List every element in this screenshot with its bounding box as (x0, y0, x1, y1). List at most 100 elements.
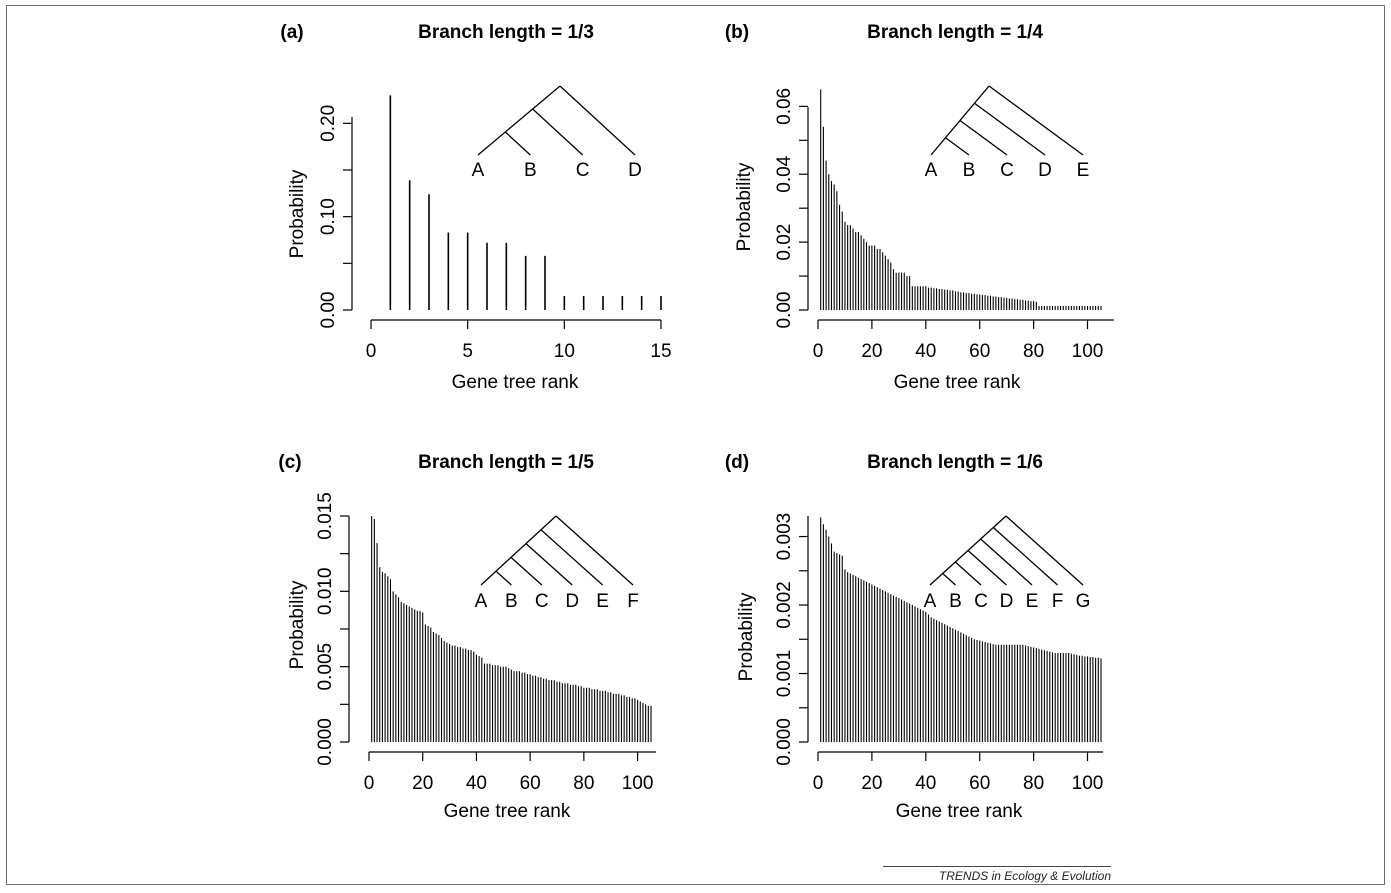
x-axis-label: Gene tree rank (896, 801, 1023, 822)
y-tick-label: 0.10 (318, 198, 339, 235)
tree-branch (980, 538, 1033, 586)
chart-title: Branch length = 1/3 (418, 22, 594, 43)
footer-rule (883, 866, 1111, 867)
taxon-label: B (524, 160, 537, 181)
tree-branch (510, 556, 543, 586)
chart-panel-c: (c) Branch length = 1/5 0 20 40 60 80 100 Gene t… (278, 452, 656, 822)
x-tick-label: 20 (412, 773, 433, 794)
taxon-label: A (472, 160, 485, 181)
x-tick-label: 40 (466, 773, 487, 794)
tree-branch (992, 527, 1058, 586)
taxon-label: F (1052, 591, 1064, 612)
chart-panel-d: (d) Branch length = 1/6 0 20 40 60 80 100 Gene t… (725, 452, 1104, 822)
y-tick-label: 0.015 (315, 492, 336, 540)
bars (389, 95, 662, 310)
taxon-label: A (475, 591, 488, 612)
species-tree (929, 515, 1084, 586)
x-axis-label: Gene tree rank (444, 801, 571, 822)
taxon-label: C (535, 591, 549, 612)
taxon-label: D (1000, 591, 1014, 612)
taxon-label: B (963, 160, 976, 181)
taxon-label: C (1000, 160, 1014, 181)
taxon-label: A (925, 160, 938, 181)
y-tick-label: 0.04 (774, 155, 795, 192)
x-axis-label: Gene tree rank (452, 372, 579, 393)
tree-spine (477, 85, 561, 156)
bars (371, 516, 652, 742)
x-tick-label: 5 (462, 341, 473, 362)
x-tick-label: 15 (650, 341, 671, 362)
taxon-label: D (1038, 160, 1052, 181)
x-tick-label: 10 (554, 341, 575, 362)
x-tick-label: 100 (1072, 773, 1104, 794)
y-tick-label: 0.000 (315, 718, 336, 766)
taxon-label: C (576, 160, 590, 181)
tree-branch (540, 529, 604, 586)
x-tick-label: 80 (1023, 341, 1044, 362)
tree-branch (974, 102, 1046, 156)
y-axis-label: Probability (287, 169, 308, 258)
x-tick-label: 0 (366, 341, 377, 362)
x-tick-label: 40 (915, 341, 936, 362)
tree-branch (495, 570, 512, 586)
taxon-label: F (627, 591, 639, 612)
x-tick-label: 40 (915, 773, 936, 794)
taxon-label: E (1077, 160, 1090, 181)
tree-branch (967, 550, 1007, 586)
tree-branch (945, 137, 970, 156)
y-tick-label: 0.02 (774, 224, 795, 261)
x-tick-label: 80 (1023, 773, 1044, 794)
tree-branch (532, 108, 584, 156)
y-tick-label: 0.000 (774, 718, 795, 766)
x-tick-label: 0 (813, 341, 824, 362)
panel-label: (a) (280, 22, 303, 43)
tree-branch (504, 131, 531, 156)
bars (820, 89, 1102, 310)
species-tree (480, 515, 634, 586)
tree-branch (1005, 515, 1084, 586)
taxon-label: G (1076, 591, 1091, 612)
x-tick-label: 80 (573, 773, 594, 794)
taxon-label: B (949, 591, 962, 612)
taxon-label: B (505, 591, 518, 612)
panel-label: (d) (725, 452, 749, 473)
x-tick-label: 0 (813, 773, 824, 794)
figure-frame (6, 5, 1385, 885)
x-tick-label: 20 (861, 341, 882, 362)
y-axis-label: Probability (287, 580, 308, 669)
y-tick-label: 0.20 (318, 105, 339, 142)
y-tick-label: 0.06 (774, 88, 795, 125)
panel-label: (c) (278, 452, 301, 473)
y-axis-label: Probability (736, 592, 757, 681)
species-tree (477, 85, 636, 156)
tree-branch (559, 85, 636, 156)
chart-panel-a: (a) Branch length = 1/3 0 5 10 15 Gene tree ra… (280, 22, 671, 393)
x-tick-label: 60 (969, 341, 990, 362)
y-tick-label: 0.003 (774, 513, 795, 561)
x-tick-label: 100 (1072, 341, 1104, 362)
taxon-label: E (1026, 591, 1039, 612)
tree-branch (525, 543, 573, 586)
taxon-label: D (565, 591, 579, 612)
tree-spine (480, 515, 557, 586)
taxon-label: E (596, 591, 609, 612)
chart-panel-b: (b) Branch length = 1/4 0 20 40 60 80 100 Gene t… (725, 22, 1114, 393)
x-axis-label: Gene tree rank (894, 372, 1021, 393)
tree-branch (988, 85, 1084, 156)
bars (820, 517, 1102, 742)
x-tick-label: 0 (364, 773, 375, 794)
species-tree (930, 85, 1084, 156)
x-tick-label: 100 (622, 773, 654, 794)
y-axis-label: Probability (734, 162, 755, 251)
y-tick-label: 0.00 (774, 292, 795, 329)
chart-title: Branch length = 1/4 (867, 22, 1043, 43)
chart-title: Branch length = 1/6 (867, 452, 1043, 473)
y-tick-label: 0.002 (774, 581, 795, 629)
journal-credit: TRENDS in Ecology & Evolution (938, 869, 1111, 883)
panel-label: (b) (725, 22, 749, 43)
y-tick-label: 0.001 (774, 650, 795, 698)
x-tick-label: 60 (969, 773, 990, 794)
x-tick-label: 60 (520, 773, 541, 794)
taxon-label: C (974, 591, 988, 612)
tree-branch (942, 573, 956, 586)
